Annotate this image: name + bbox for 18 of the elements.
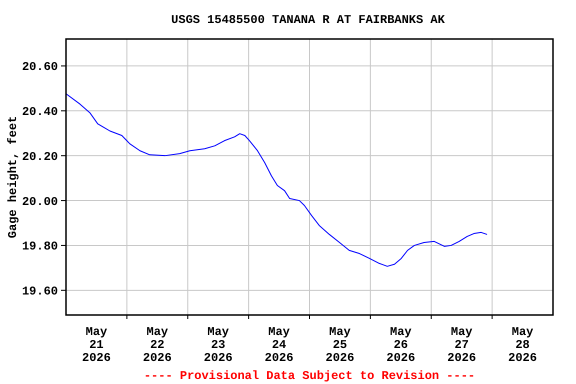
- text: ---- Provisional Data Subject to Revision ----: [144, 369, 476, 383]
- y-axis-title: Gage height, feet: [6, 116, 20, 238]
- y-tick-label: 20.00: [22, 194, 58, 209]
- x-tick-label: May 22 2026: [142, 325, 172, 365]
- x-tick-label: May 25 2026: [326, 325, 354, 365]
- y-tick-label: 20.20: [22, 150, 58, 164]
- y-tick-label: 19.80: [22, 240, 58, 254]
- line-series: [66, 93, 488, 267]
- x-tick-label: May 21 2026: [82, 325, 111, 365]
- x-tick-label: May 24 2026: [264, 325, 294, 365]
- x-tick-label: May 27 2026: [447, 325, 476, 365]
- x-tick-label: May 23 2026: [204, 325, 233, 365]
- y-tick-label: 20.60: [22, 60, 58, 74]
- chart-title: USGS 15485500 TANANA R AT FAIRBANKS AK: [171, 13, 446, 27]
- x-tick-label: May 28 2026: [508, 325, 537, 365]
- x-tick-label: May 26 2026: [386, 325, 416, 365]
- y-tick-label: 19.60: [22, 284, 58, 299]
- y-tick-label: 20.40: [22, 105, 58, 120]
